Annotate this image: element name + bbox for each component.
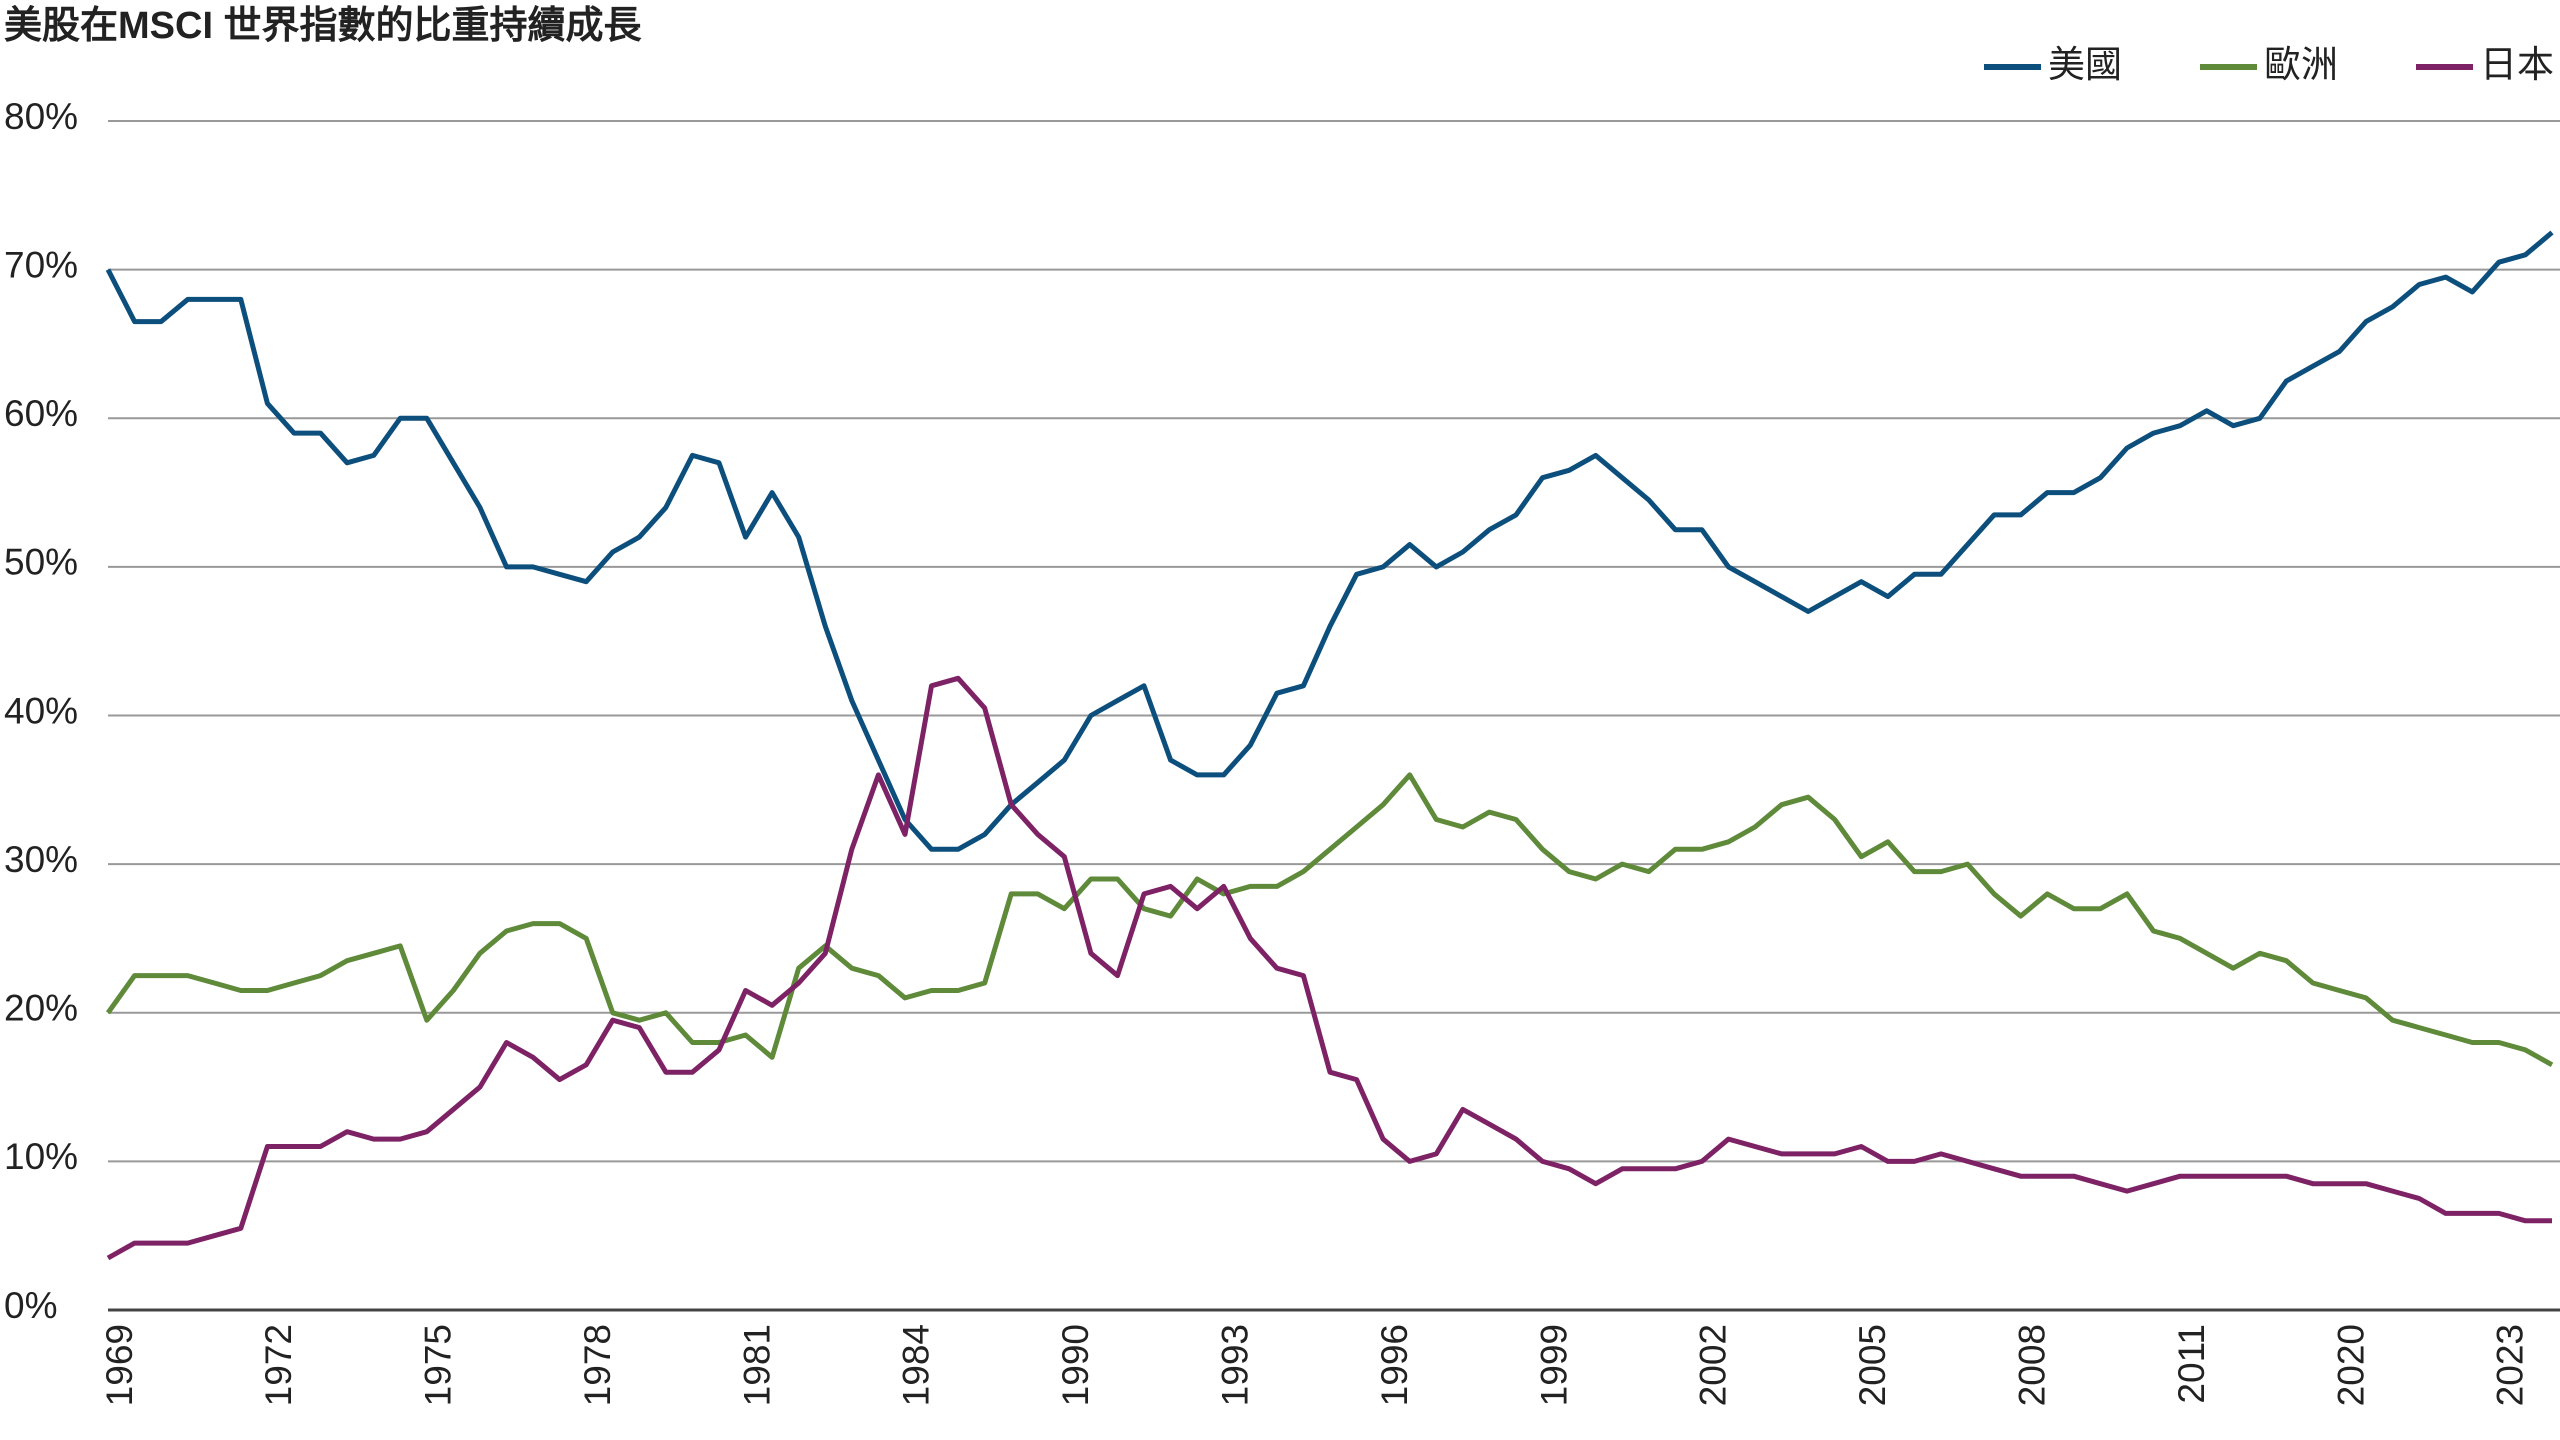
legend-label: 美國 — [2048, 44, 2122, 85]
x-tick-label: 2023 — [2490, 1324, 2531, 1406]
y-tick-label: 0% — [4, 1285, 57, 1326]
x-tick-label: 1984 — [896, 1324, 937, 1406]
x-tick-label: 2020 — [2330, 1324, 2371, 1406]
x-tick-label: 2011 — [2171, 1324, 2212, 1404]
legend-label: 歐洲 — [2264, 44, 2338, 85]
x-tick-label: 1981 — [736, 1324, 777, 1406]
x-tick-label: 1999 — [1533, 1324, 1574, 1406]
series-line — [105, 230, 2554, 852]
y-tick-label: 30% — [4, 839, 78, 880]
y-tick-label: 50% — [4, 542, 78, 583]
x-tick-label: 1990 — [1055, 1324, 1096, 1406]
series-line — [106, 675, 2552, 1261]
x-tick-label: 2002 — [1693, 1324, 1734, 1406]
y-tick-label: 70% — [4, 244, 78, 285]
y-tick-label: 80% — [4, 96, 78, 137]
chart-title: 美股在MSCI 世界指數的比重持續成長 — [4, 5, 643, 47]
x-tick-label: 1975 — [418, 1324, 459, 1406]
x-tick-label: 1978 — [577, 1324, 618, 1406]
y-tick-label: 40% — [4, 690, 78, 731]
y-tick-label: 10% — [4, 1136, 78, 1177]
y-tick-label: 60% — [4, 393, 78, 434]
y-tick-label: 20% — [4, 988, 78, 1029]
x-tick-label: 1996 — [1374, 1324, 1415, 1406]
x-tick-label: 2005 — [1852, 1324, 1893, 1406]
x-tick-label: 1972 — [258, 1324, 299, 1406]
x-tick-label: 1969 — [99, 1324, 140, 1406]
x-tick-label: 1993 — [1215, 1324, 1256, 1406]
series-line — [105, 772, 2554, 1067]
legend-label: 日本 — [2480, 44, 2554, 85]
x-tick-label: 2008 — [2011, 1324, 2052, 1406]
